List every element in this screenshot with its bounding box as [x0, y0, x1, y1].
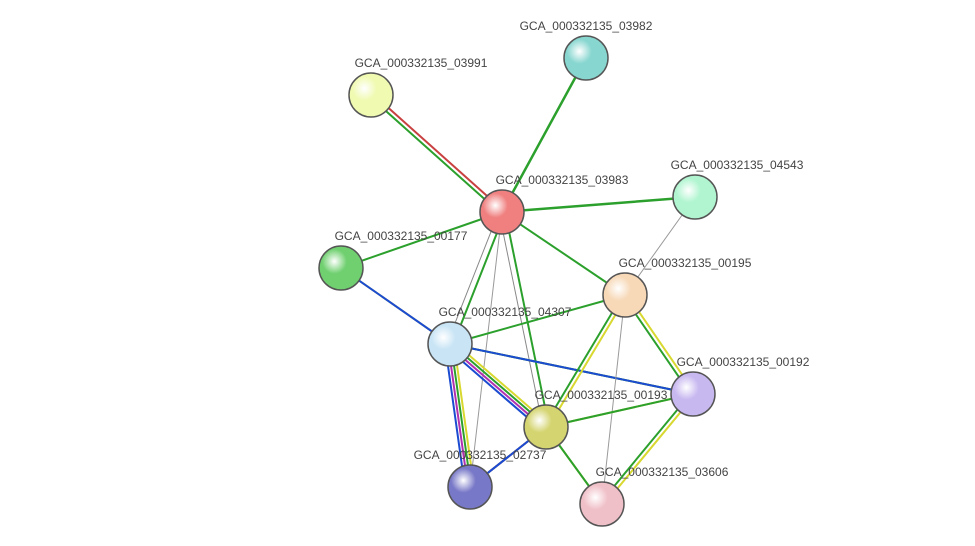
node-label: GCA_000332135_02737 [414, 448, 547, 462]
node-circle[interactable] [480, 190, 524, 234]
node-label: GCA_000332135_04543 [671, 158, 804, 172]
node-label: GCA_000332135_00192 [677, 355, 810, 369]
graph-node[interactable]: GCA_000332135_03982 [520, 19, 653, 80]
graph-node[interactable]: GCA_000332135_00177 [319, 229, 468, 290]
node-label: GCA_000332135_00193 [535, 388, 668, 402]
node-label: GCA_000332135_03983 [496, 173, 629, 187]
graph-edge [502, 58, 586, 212]
node-label: GCA_000332135_00195 [619, 256, 752, 270]
graph-node[interactable]: GCA_000332135_03606 [580, 465, 729, 526]
node-circle[interactable] [428, 322, 472, 366]
node-circle[interactable] [671, 372, 715, 416]
graph-edge [502, 197, 695, 212]
graph-node[interactable]: GCA_000332135_02737 [414, 448, 547, 509]
node-label: GCA_000332135_00177 [335, 229, 468, 243]
graph-node[interactable]: GCA_000332135_04307 [428, 305, 572, 366]
graph-node[interactable]: GCA_000332135_00195 [603, 256, 752, 317]
node-label: GCA_000332135_03991 [355, 56, 488, 70]
network-graph: GCA_000332135_03982 GCA_000332135_03991 GC… [0, 0, 975, 546]
node-circle[interactable] [349, 73, 393, 117]
nodes-layer: GCA_000332135_03982 GCA_000332135_03991 GC… [319, 19, 810, 526]
node-circle[interactable] [564, 36, 608, 80]
graph-node[interactable]: GCA_000332135_03991 [349, 56, 488, 117]
node-circle[interactable] [448, 465, 492, 509]
graph-node[interactable]: GCA_000332135_04543 [671, 158, 804, 219]
node-label: GCA_000332135_04307 [439, 305, 572, 319]
graph-node[interactable]: GCA_000332135_00192 [671, 355, 810, 416]
node-circle[interactable] [580, 482, 624, 526]
node-label: GCA_000332135_03606 [596, 465, 729, 479]
node-circle[interactable] [673, 175, 717, 219]
node-circle[interactable] [603, 273, 647, 317]
node-circle[interactable] [524, 405, 568, 449]
graph-node[interactable]: GCA_000332135_00193 [524, 388, 668, 449]
node-label: GCA_000332135_03982 [520, 19, 653, 33]
graph-edge [372, 94, 503, 211]
node-circle[interactable] [319, 246, 363, 290]
graph-edge [370, 96, 501, 213]
